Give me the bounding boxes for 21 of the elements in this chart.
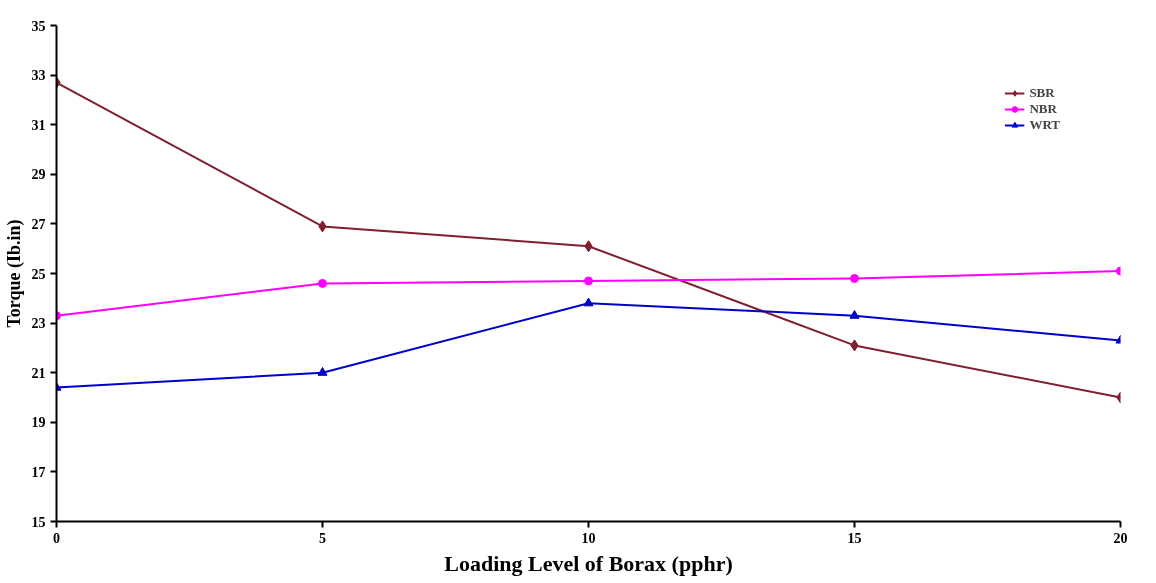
- y-tick-label: 31: [31, 117, 46, 133]
- x-tick-label: 5: [319, 530, 326, 546]
- y-axis-title: Torque (Ib.in): [3, 219, 25, 328]
- y-tick-label: 35: [31, 18, 46, 34]
- x-axis-title: Loading Level of Borax (pphr): [444, 550, 733, 576]
- x-tick-label: 20: [1113, 530, 1128, 546]
- y-tick-label: 19: [31, 415, 46, 431]
- x-tick-label: 0: [53, 530, 60, 546]
- y-tick-label: 15: [31, 514, 46, 530]
- y-tick-label: 23: [31, 316, 46, 332]
- y-tick-label: 29: [31, 167, 46, 183]
- y-tick-label: 33: [31, 68, 46, 84]
- legend-label: WRT: [1029, 117, 1060, 133]
- x-tick-label: 15: [847, 530, 862, 546]
- y-tick-label: 21: [31, 365, 46, 381]
- x-tick-label: 10: [581, 530, 596, 546]
- y-tick-label: 27: [31, 216, 46, 232]
- legend-label: SBR: [1029, 85, 1055, 101]
- legend-label: NBR: [1029, 101, 1057, 117]
- y-tick-label: 17: [31, 464, 46, 480]
- y-tick-label: 25: [31, 266, 46, 282]
